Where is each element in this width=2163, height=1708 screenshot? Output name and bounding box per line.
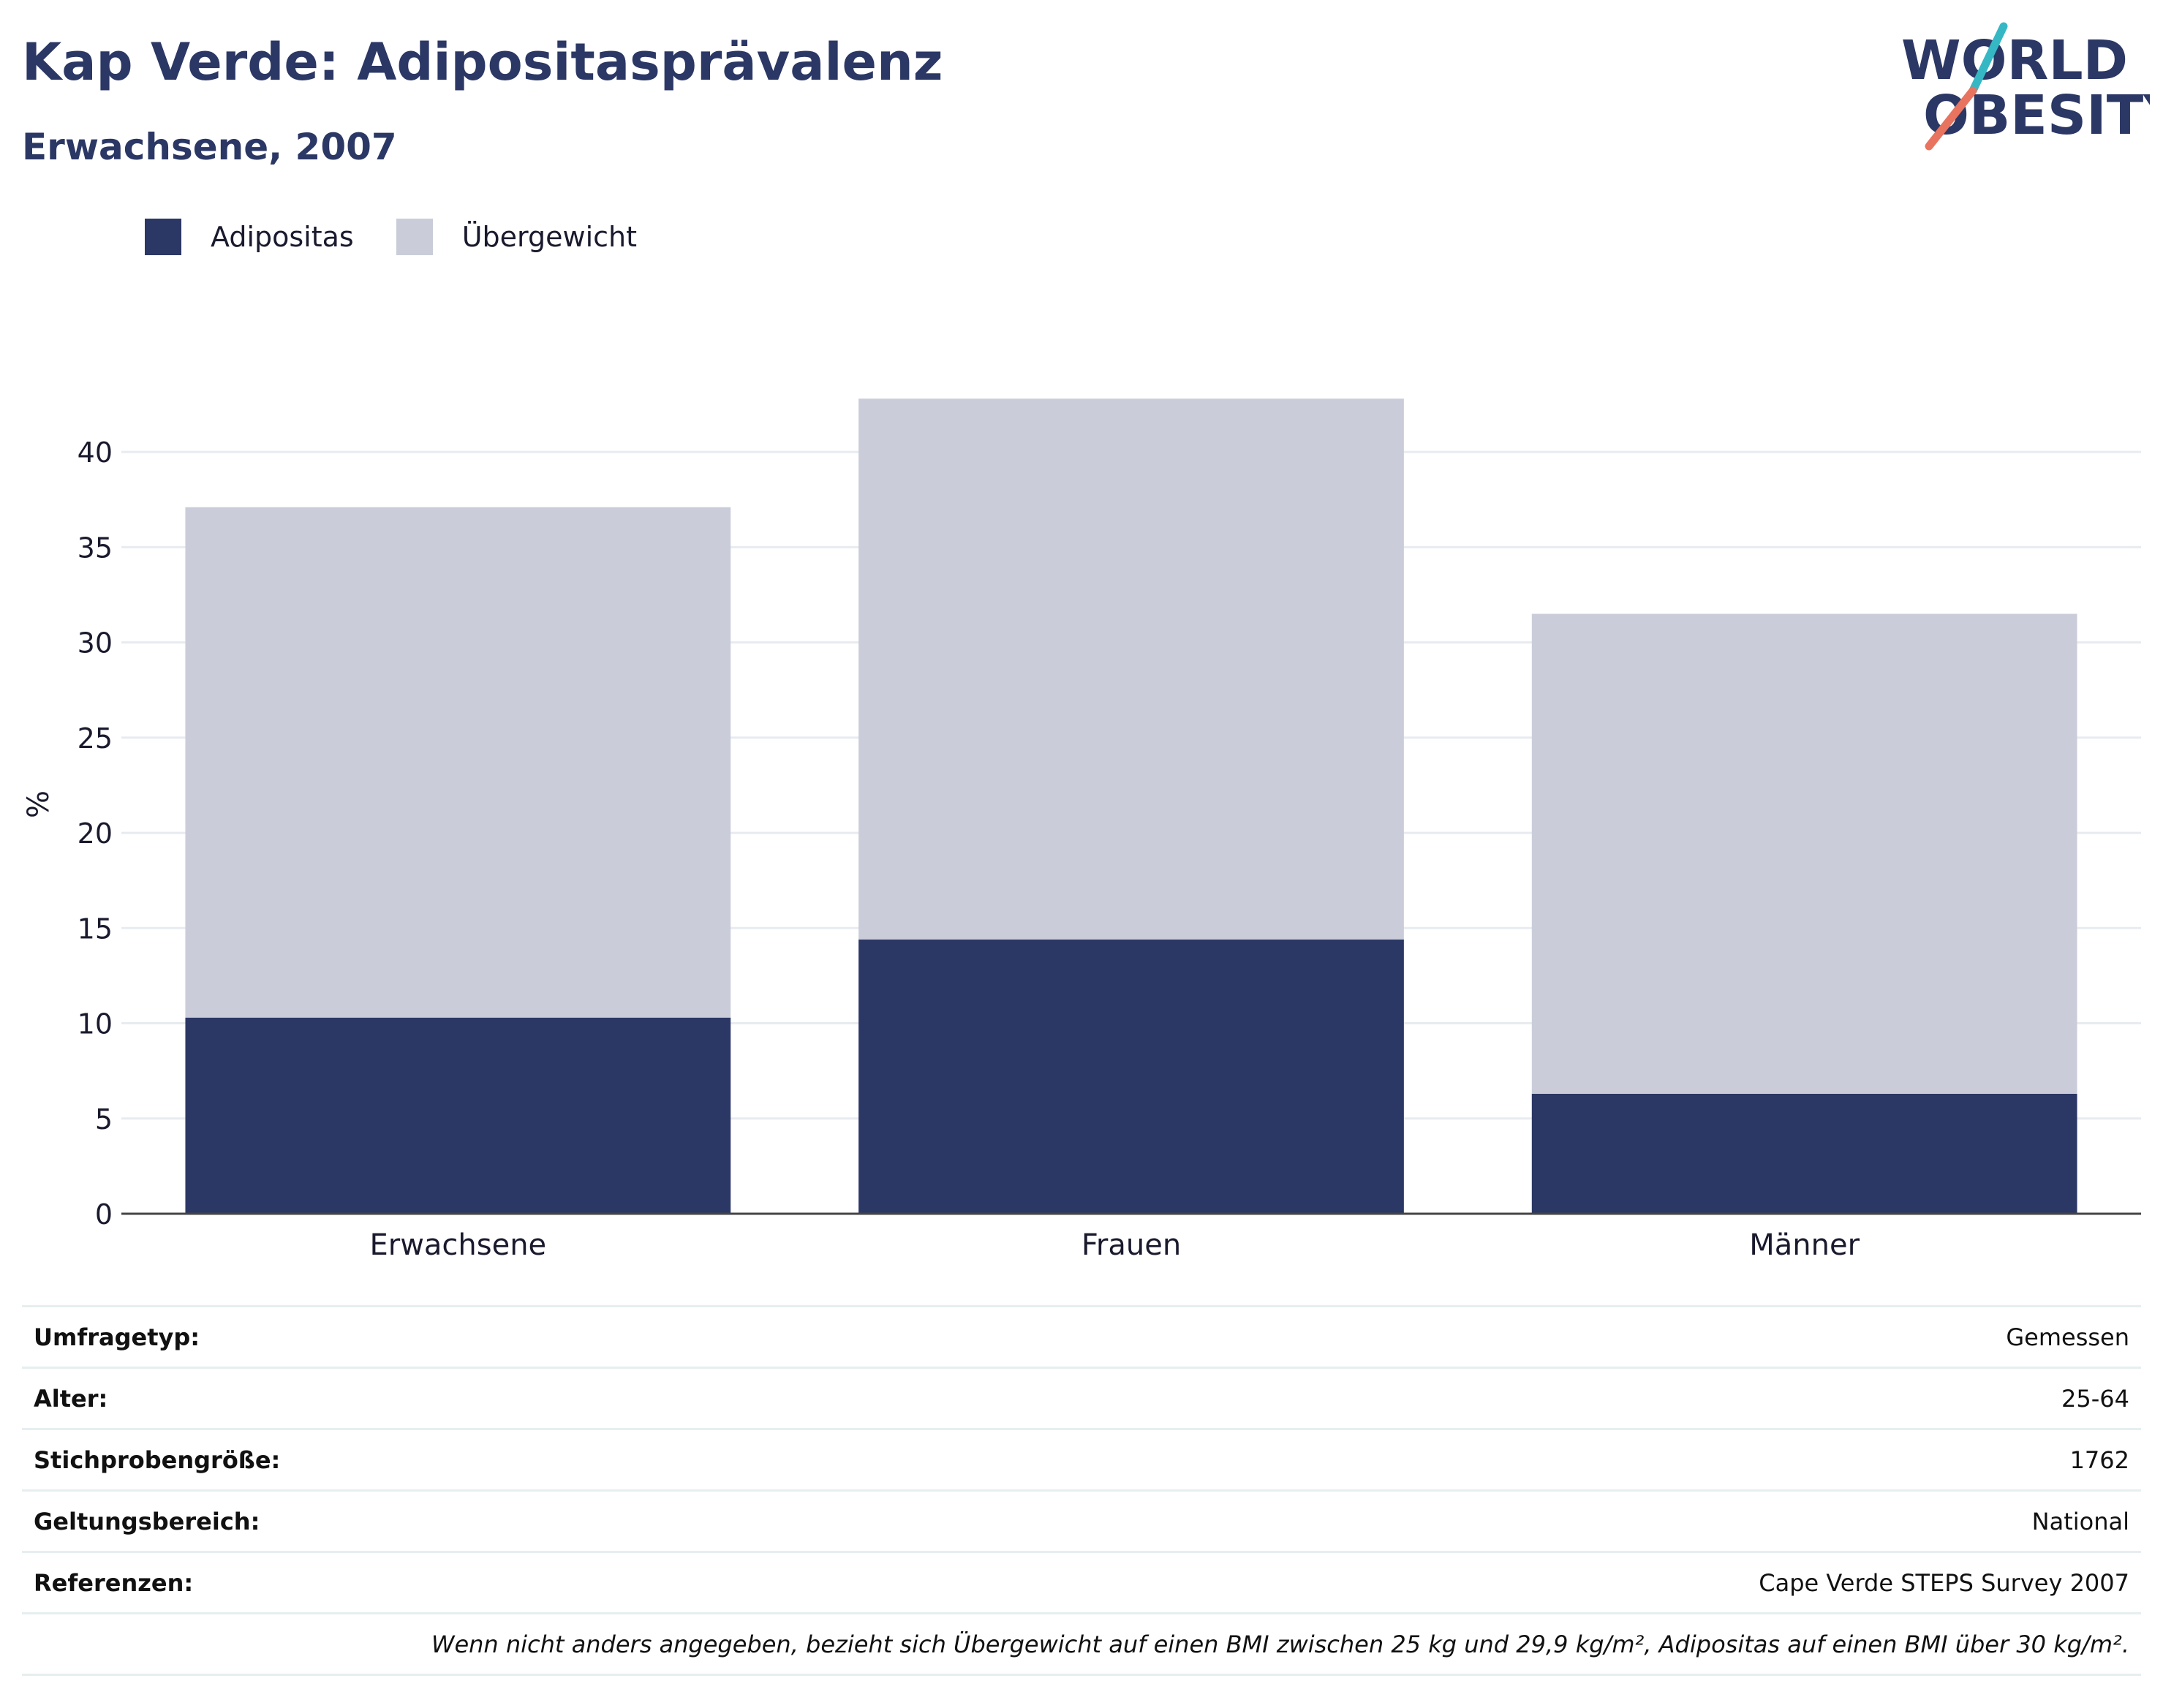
info-label: Alter: — [22, 1367, 884, 1429]
info-row: Alter: 25-64 — [22, 1367, 2141, 1429]
legend-item-adipositas: Adipositas — [145, 219, 354, 255]
legend-item-uebergewicht: Übergewicht — [396, 219, 637, 255]
info-row: Geltungsbereich: National — [22, 1489, 2141, 1552]
legend-swatch-uebergewicht — [396, 219, 433, 255]
y-tick-label: 25 — [78, 722, 113, 755]
chart-subtitle: Erwachsene, 2007 — [22, 126, 397, 168]
info-row: Umfragetyp: Gemessen — [22, 1305, 2141, 1368]
x-tick-label: Frauen — [1082, 1228, 1181, 1262]
x-tick-label: Erwachsene — [369, 1228, 546, 1262]
y-tick-labels: 0 5 10 15 20 25 30 35 40 — [78, 437, 113, 1231]
x-tick-label: Männer — [1749, 1228, 1860, 1262]
info-value: 1762 — [883, 1428, 2141, 1491]
y-tick-label: 35 — [78, 532, 113, 564]
y-tick-label: 0 — [95, 1198, 113, 1231]
info-row: Referenzen: Cape Verde STEPS Survey 2007 — [22, 1551, 2141, 1614]
y-axis-label: % — [22, 790, 56, 818]
bar-uebergewicht-0 — [185, 507, 731, 1018]
bar-adipositas-2 — [1531, 1093, 2077, 1214]
info-label: Geltungsbereich: — [22, 1489, 884, 1552]
bar-adipositas-0 — [185, 1017, 731, 1214]
survey-info-table: Umfragetyp: Gemessen Alter: 25-64 Stichprobe… — [22, 1305, 2141, 1676]
y-tick-label: 10 — [78, 1008, 113, 1040]
legend-label-uebergewicht: Übergewicht — [461, 221, 637, 253]
info-note-row: Wenn nicht anders angegeben, bezieht sic… — [22, 1612, 2141, 1676]
bars — [185, 398, 2077, 1214]
info-value: Gemessen — [883, 1305, 2141, 1368]
chart-legend: Adipositas Übergewicht — [145, 216, 679, 257]
legend-swatch-adipositas — [145, 219, 181, 255]
info-label: Stichprobengröße: — [22, 1428, 884, 1491]
y-tick-label: 40 — [78, 437, 113, 469]
info-row: Stichprobengröße: 1762 — [22, 1428, 2141, 1491]
svg-text:WORLD: WORLD — [1901, 29, 2128, 92]
y-tick-label: 30 — [78, 627, 113, 660]
bar-adipositas-1 — [858, 939, 1404, 1214]
legend-label-adipositas: Adipositas — [211, 221, 354, 253]
info-value: 25-64 — [883, 1367, 2141, 1429]
y-tick-label: 5 — [95, 1103, 113, 1135]
info-value: National — [883, 1489, 2141, 1552]
world-obesity-logo: WORLD OBESITY — [1901, 22, 2150, 151]
bar-uebergewicht-1 — [858, 398, 1404, 940]
bar-uebergewicht-2 — [1531, 613, 2077, 1094]
svg-text:OBESITY: OBESITY — [1923, 84, 2150, 147]
info-label: Referenzen: — [22, 1551, 884, 1614]
x-tick-labels: Erwachsene Frauen Männer — [369, 1228, 1860, 1262]
y-tick-label: 20 — [78, 817, 113, 850]
info-label: Umfragetyp: — [22, 1305, 884, 1368]
definition-note: Wenn nicht anders angegeben, bezieht sic… — [22, 1612, 2141, 1676]
info-value: Cape Verde STEPS Survey 2007 — [883, 1551, 2141, 1614]
chart-title: Kap Verde: Adipositasprävalenz — [22, 32, 943, 92]
y-tick-label: 15 — [78, 912, 113, 945]
